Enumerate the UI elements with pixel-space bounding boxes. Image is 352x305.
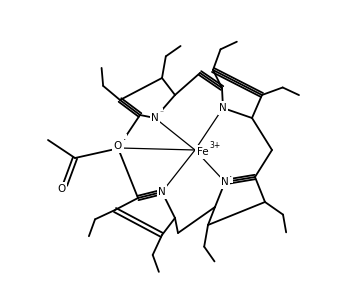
Text: N: N	[221, 177, 229, 187]
Text: O: O	[114, 141, 122, 151]
Text: N: N	[151, 113, 159, 123]
Text: Fe: Fe	[197, 147, 209, 157]
Text: N: N	[158, 187, 166, 197]
Text: O: O	[57, 184, 65, 194]
Text: ·: ·	[229, 172, 233, 182]
Text: ·: ·	[123, 135, 127, 145]
Text: N: N	[219, 103, 227, 113]
Text: 3+: 3+	[209, 142, 220, 150]
Text: ⁻: ⁻	[159, 109, 163, 117]
